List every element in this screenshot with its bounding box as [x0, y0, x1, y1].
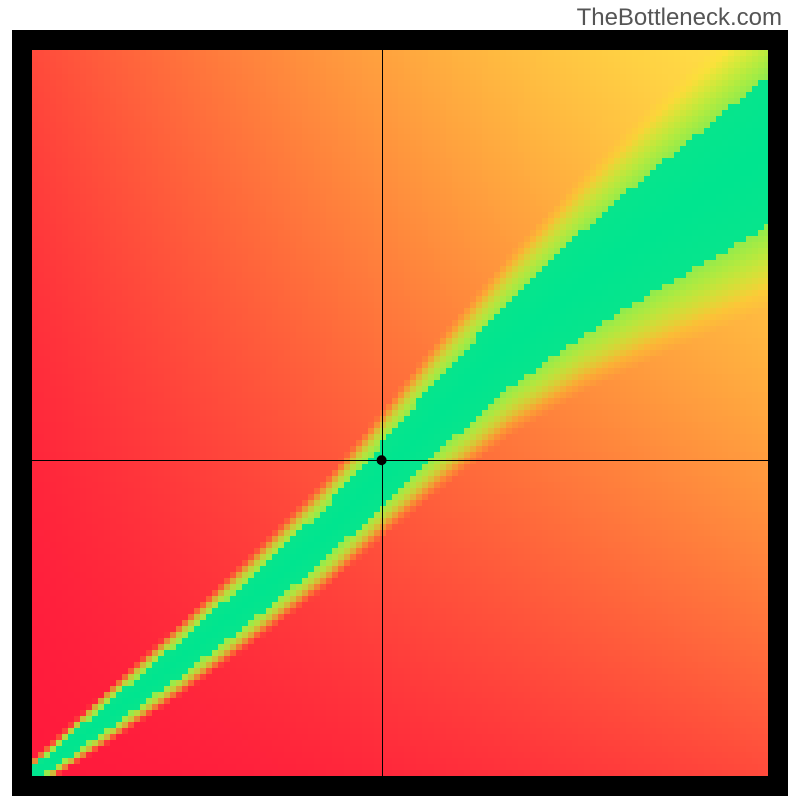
heatmap-canvas [0, 0, 800, 800]
watermark-text: TheBottleneck.com [577, 4, 782, 32]
chart-container: TheBottleneck.com [0, 0, 800, 800]
